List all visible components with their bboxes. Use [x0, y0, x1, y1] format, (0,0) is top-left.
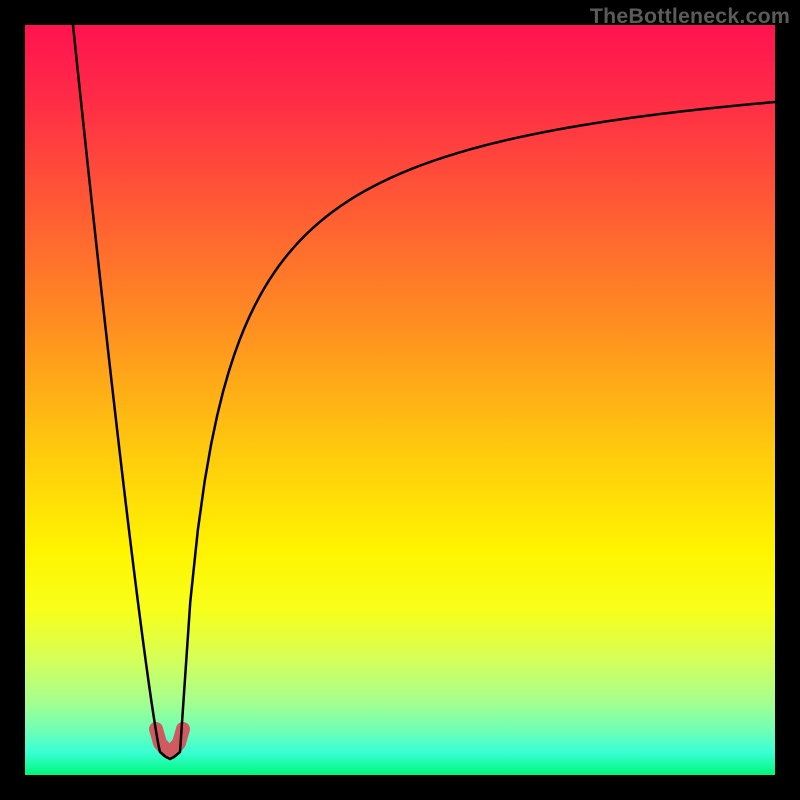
chart-frame: TheBottleneck.com: [0, 0, 800, 800]
plot-area: [25, 25, 775, 775]
curve-layer: [25, 25, 775, 775]
bottleneck-curve: [73, 25, 775, 759]
watermark-text: TheBottleneck.com: [590, 4, 790, 29]
